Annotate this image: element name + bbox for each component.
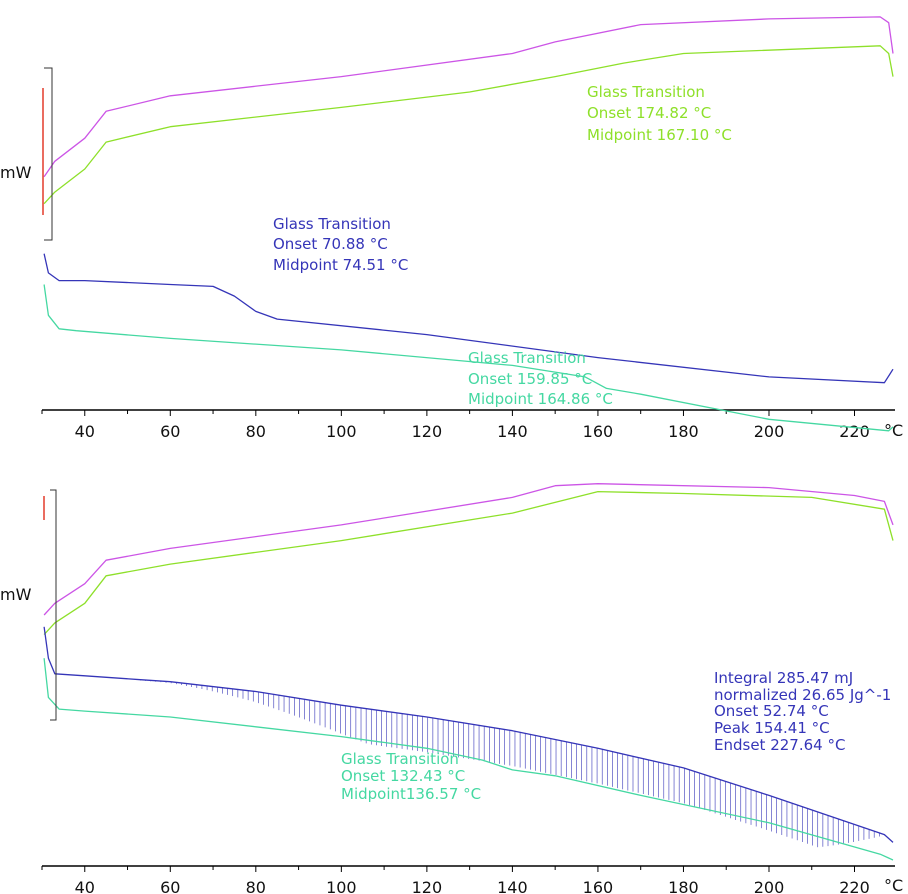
bottom-ann-teal-line: Midpoint136.57 °C [341,785,481,803]
top-x-tick-label: 220 [839,422,870,441]
bottom-ann-integral-line: Peak 154.41 °C [714,719,830,737]
top-ann-teal-line: Glass Transition [468,349,586,367]
bottom-ann-integral-line: normalized 26.65 Jg^-1 [714,686,891,704]
top-ann-teal-line: Midpoint 164.86 °C [468,390,613,408]
top-ann-teal-line: Onset 159.85 °C [468,370,592,388]
bottom-series-cooling-2 [43,658,894,861]
top-series-cooling-2 [43,284,894,432]
top-x-tick-label: 100 [326,422,357,441]
top-annotation-lime: Glass Transition Onset 174.82 °C Midpoin… [587,83,732,144]
bottom-y-bracket [50,489,57,721]
top-x-tick-label: 180 [668,422,699,441]
bottom-ann-integral-line: Integral 285.47 mJ [714,669,853,687]
top-ann-blue-line: Midpoint 74.51 °C [273,256,408,274]
top-x-tick-label: 200 [754,422,785,441]
panel-bottom: 40 60 80 100 120 140 160 180 200 220 mW °C Glass … [0,483,903,894]
bottom-x-tick-label: 100 [326,878,357,894]
bottom-xlabel: °C [884,876,903,894]
bottom-ann-integral-line: Endset 227.64 °C [714,736,845,754]
bottom-x-tick-label: 80 [246,878,266,894]
top-ann-lime-line: Onset 174.82 °C [587,104,711,122]
top-ann-lime-line: Midpoint 167.10 °C [587,126,732,144]
bottom-series [43,483,894,861]
bottom-ann-teal-line: Onset 132.43 °C [341,767,465,785]
bottom-x-tick-label: 140 [497,878,528,894]
top-ann-lime-line: Glass Transition [587,83,705,101]
bottom-annotation-integral: Integral 285.47 mJ normalized 26.65 Jg^-… [714,669,891,754]
top-series-cooling-1 [43,253,894,384]
bottom-x-tick-label: 180 [668,878,699,894]
bottom-x-tick-label: 120 [412,878,443,894]
top-x-tick-label: 60 [160,422,180,441]
bottom-x-tick-label: 160 [583,878,614,894]
top-ann-blue-line: Onset 70.88 °C [273,235,388,253]
top-annotation-teal: Glass Transition Onset 159.85 °C Midpoin… [468,349,613,408]
bottom-x-tick-label: 60 [160,878,180,894]
top-annotation-blue: Glass Transition Onset 70.88 °C Midpoint… [273,215,408,274]
bottom-series-cooling-1 [43,626,894,843]
top-series [43,16,894,432]
top-x-tick-label: 120 [412,422,443,441]
bottom-x-ticks: 40 60 80 100 120 140 160 180 200 220 [41,866,870,894]
top-x-tick-label: 160 [583,422,614,441]
top-ylabel: mW [0,163,32,182]
bottom-annotation-teal: Glass Transition Onset 132.43 °C Midpoin… [341,750,481,803]
top-series-heating-1 [43,16,894,178]
top-series-heating-2 [43,45,894,205]
bottom-ylabel: mW [0,585,32,604]
bottom-x-tick-label: 40 [75,878,95,894]
bottom-x-tick-label: 220 [839,878,870,894]
top-x-tick-label: 40 [75,422,95,441]
top-ann-blue-line: Glass Transition [273,215,391,233]
panel-top: 40 60 80 100 120 140 160 180 200 220 mW °C Glass … [0,16,903,441]
top-x-tick-label: 140 [497,422,528,441]
bottom-ann-integral-line: Onset 52.74 °C [714,702,829,720]
bottom-ann-teal-line: Glass Transition [341,750,459,768]
bottom-x-tick-label: 200 [754,878,785,894]
top-xlabel: °C [884,421,903,440]
bottom-series-heating-2 [43,490,894,636]
top-x-ticks: 40 60 80 100 120 140 160 180 200 220 [41,410,870,441]
top-y-bracket [44,67,53,241]
bottom-series-heating-1 [43,483,894,616]
top-x-tick-label: 80 [246,422,266,441]
